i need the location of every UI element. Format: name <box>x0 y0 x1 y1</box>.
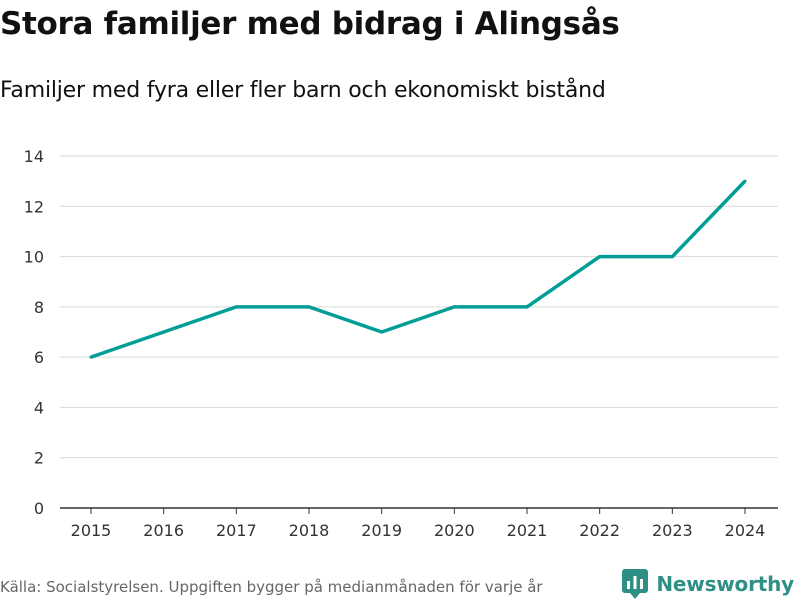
brand-logo: Newsworthy <box>622 569 794 599</box>
y-tick-label-4: 4 <box>34 398 44 417</box>
source-note: Källa: Socialstyrelsen. Uppgiften bygger… <box>0 578 543 596</box>
y-tick-label-2: 2 <box>34 449 44 468</box>
y-tick-label-8: 8 <box>34 298 44 317</box>
data-point-2021 <box>525 305 529 309</box>
data-point-2024 <box>743 179 747 183</box>
x-tick-label-2024: 2024 <box>725 521 766 540</box>
chart-title: Stora familjer med bidrag i Alingsås <box>0 6 620 42</box>
x-tick-label-2015: 2015 <box>71 521 112 540</box>
y-tick-label-6: 6 <box>34 348 44 367</box>
y-tick-label-14: 14 <box>24 147 44 166</box>
data-point-2023 <box>670 255 674 259</box>
data-point-2016 <box>162 330 166 334</box>
data-point-2019 <box>380 330 384 334</box>
x-tick-label-2019: 2019 <box>361 521 402 540</box>
y-tick-label-12: 12 <box>24 197 44 216</box>
data-point-2017 <box>234 305 238 309</box>
newsworthy-logo-icon <box>622 569 649 599</box>
y-tick-label-0: 0 <box>34 499 44 518</box>
data-point-2020 <box>452 305 456 309</box>
data-point-2022 <box>598 255 602 259</box>
data-point-2018 <box>307 305 311 309</box>
chart-subtitle: Familjer med fyra eller fler barn och ek… <box>0 78 606 103</box>
x-tick-label-2021: 2021 <box>507 521 548 540</box>
x-tick-label-2017: 2017 <box>216 521 257 540</box>
data-point-2015 <box>89 355 93 359</box>
x-tick-label-2023: 2023 <box>652 521 693 540</box>
y-tick-label-10: 10 <box>24 248 44 267</box>
x-tick-label-2022: 2022 <box>579 521 620 540</box>
x-tick-label-2020: 2020 <box>434 521 475 540</box>
series-line-0 <box>90 179 747 359</box>
brand-name: Newsworthy <box>656 572 794 596</box>
x-tick-label-2016: 2016 <box>143 521 184 540</box>
x-tick-label-2018: 2018 <box>289 521 330 540</box>
